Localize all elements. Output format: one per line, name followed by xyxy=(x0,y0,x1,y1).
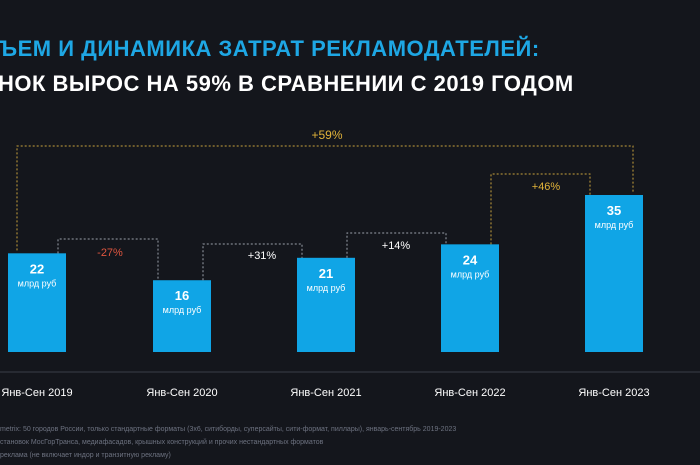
change-bracket-0 xyxy=(57,238,159,281)
bar-unit-label: млрд руб xyxy=(18,278,57,288)
change-bracket-2 xyxy=(346,232,447,258)
bar-value-label: 16 xyxy=(175,288,189,303)
bar-unit-label: млрд руб xyxy=(451,269,490,279)
bar-value-label: 24 xyxy=(463,252,478,267)
bar-value-label: 35 xyxy=(607,203,621,218)
bar-1 xyxy=(153,280,211,352)
title-line-1: ЪЕМ И ДИНАМИКА ЗАТРАТ РЕКЛАМОДАТЕЛЕЙ: xyxy=(0,36,540,61)
footnote-scope: рекламa (не включает индор и транзитную … xyxy=(0,452,171,459)
change-label: -27% xyxy=(97,247,123,259)
change-bracket-total xyxy=(16,145,634,251)
category-label: Янв-Сен 2020 xyxy=(146,387,217,399)
category-label: Янв-Сен 2021 xyxy=(290,387,361,399)
change-label: +46% xyxy=(532,181,561,193)
bar-2 xyxy=(297,257,355,352)
change-bracket-1 xyxy=(202,243,303,281)
bar-value-label: 21 xyxy=(319,266,333,281)
footnote-exclusions: становок МосГорТранса, медиафасадов, кры… xyxy=(0,439,324,446)
category-label: Янв-Сен 2022 xyxy=(434,387,505,399)
bar-0 xyxy=(8,253,66,352)
title-line-2: НОК ВЫРОС НА 59% В СРАВНЕНИИ С 2019 ГОДО… xyxy=(0,71,574,96)
bar-unit-label: млрд руб xyxy=(307,283,346,293)
bar-4 xyxy=(585,195,643,352)
change-label: +31% xyxy=(248,250,277,262)
change-label: +14% xyxy=(382,240,411,252)
bar-value-label: 22 xyxy=(30,261,44,276)
change-label-total: +59% xyxy=(311,128,342,142)
bar-unit-label: млрд руб xyxy=(595,220,634,230)
bar-unit-label: млрд руб xyxy=(163,305,202,315)
category-label: Янв-Сен 2019 xyxy=(1,387,72,399)
footnote-source: metrix: 50 городов России, только станда… xyxy=(0,426,457,433)
category-label: Янв-Сен 2023 xyxy=(578,387,649,399)
bar-3 xyxy=(441,244,499,352)
